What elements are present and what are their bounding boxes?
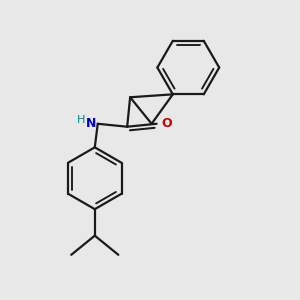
Text: H: H [77, 115, 86, 125]
Text: O: O [161, 117, 172, 130]
Text: N: N [86, 117, 96, 130]
